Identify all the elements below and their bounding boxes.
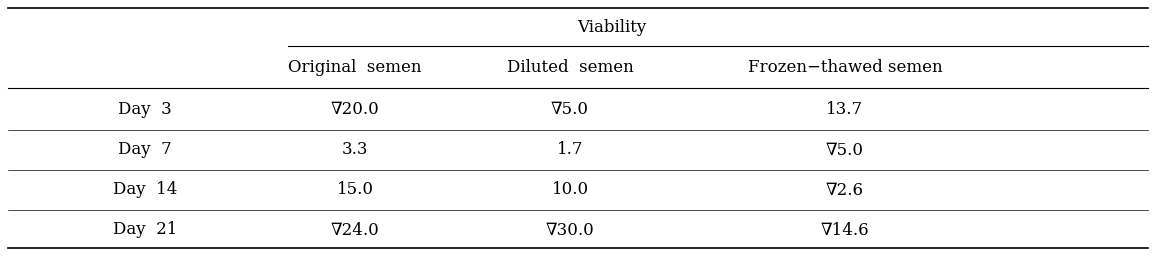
Text: Frozen−thawed semen: Frozen−thawed semen <box>748 59 942 76</box>
Text: ∇30.0: ∇30.0 <box>546 221 594 239</box>
Text: ∇14.6: ∇14.6 <box>821 221 869 239</box>
Text: Day  3: Day 3 <box>118 101 172 118</box>
Text: ∇2.6: ∇2.6 <box>827 182 864 198</box>
Text: Diluted  semen: Diluted semen <box>506 59 633 76</box>
Text: 3.3: 3.3 <box>342 142 369 158</box>
Text: Original  semen: Original semen <box>288 59 422 76</box>
Text: ∇20.0: ∇20.0 <box>331 101 379 118</box>
Text: ∇24.0: ∇24.0 <box>331 221 379 239</box>
Text: Day  7: Day 7 <box>118 142 172 158</box>
Text: 1.7: 1.7 <box>557 142 584 158</box>
Text: 13.7: 13.7 <box>827 101 864 118</box>
Text: ∇5.0: ∇5.0 <box>827 142 864 158</box>
Text: Viability: Viability <box>577 18 646 36</box>
Text: Day  21: Day 21 <box>113 221 177 239</box>
Text: 10.0: 10.0 <box>551 182 588 198</box>
Text: ∇5.0: ∇5.0 <box>551 101 590 118</box>
Text: Day  14: Day 14 <box>113 182 177 198</box>
Text: 15.0: 15.0 <box>336 182 373 198</box>
